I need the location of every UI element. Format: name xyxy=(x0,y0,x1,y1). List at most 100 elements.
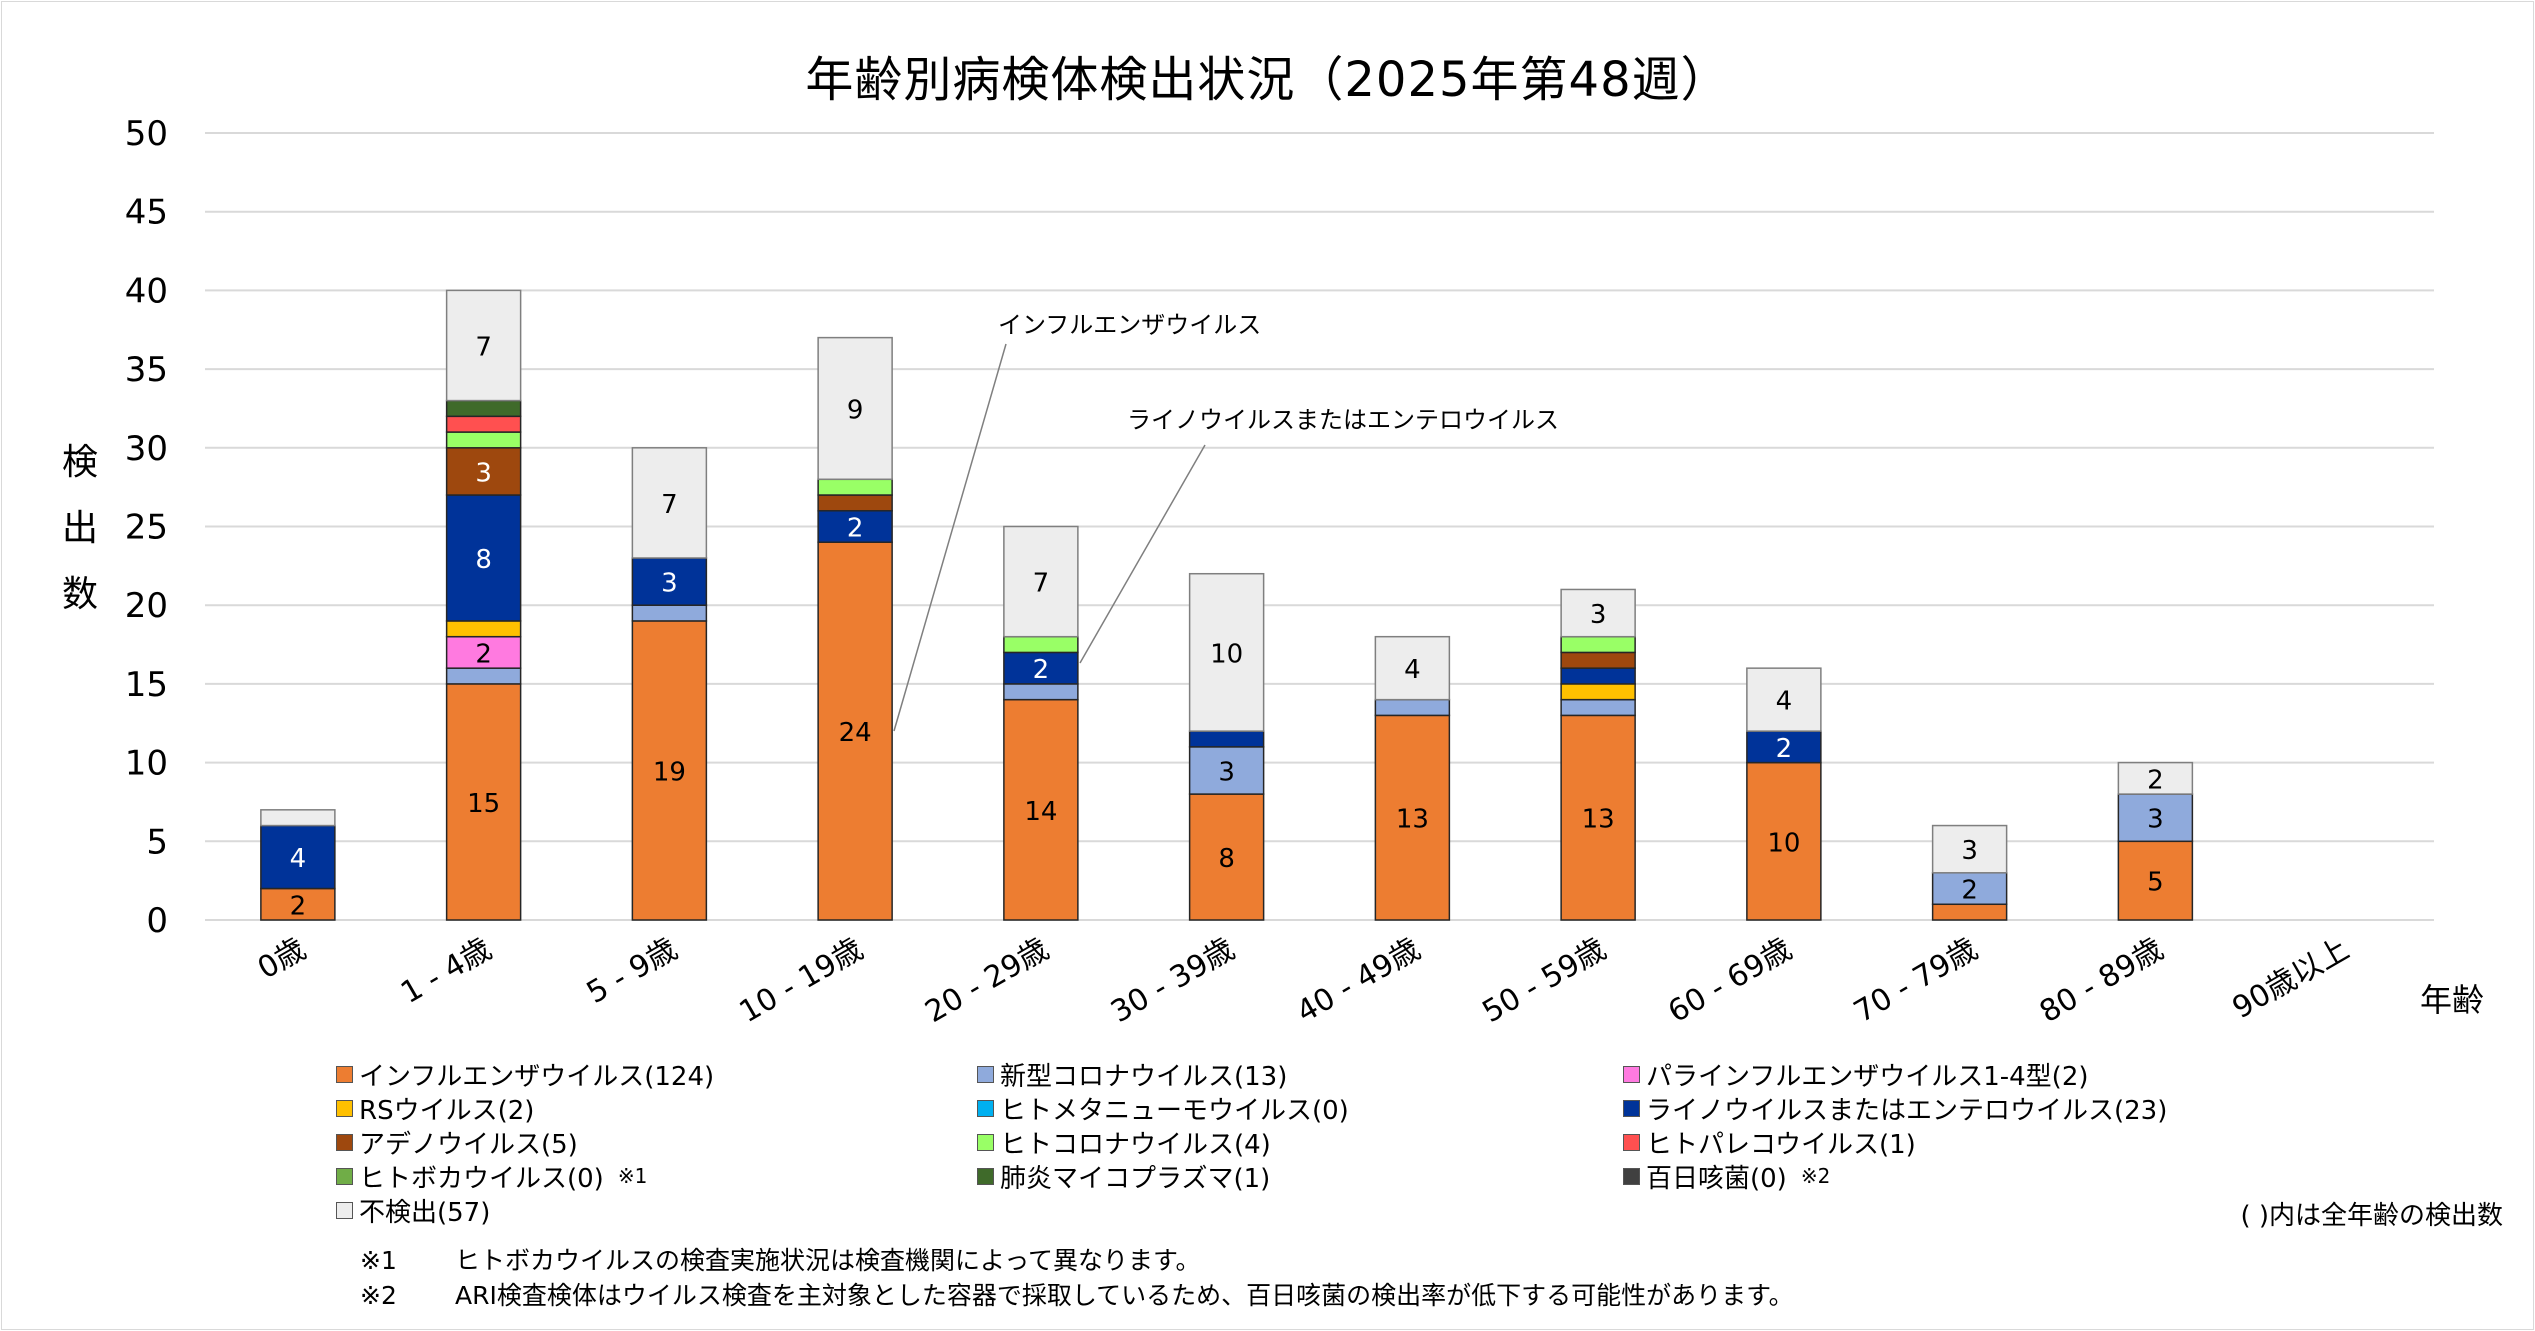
legend-item: アデノウイルス(5) xyxy=(336,1125,578,1160)
x-tick-label: 10 - 19歳 xyxy=(734,932,869,1030)
legend-swatch xyxy=(1623,1099,1640,1117)
x-tick-label: 40 - 49歳 xyxy=(1291,932,1426,1030)
footnote-2: ※2 ARI検査検体はウイルス検査を主対象とした容器で採取しているため、百日咳菌の… xyxy=(360,1278,1794,1313)
data-label: 2 xyxy=(290,891,307,921)
data-label: 7 xyxy=(475,332,492,362)
bar-segment xyxy=(1746,761,1822,921)
data-label: 2 xyxy=(1033,655,1050,685)
bar-segment xyxy=(631,447,708,559)
legend-swatch xyxy=(336,1133,353,1151)
data-label: 14 xyxy=(1024,797,1057,827)
data-label: 8 xyxy=(475,545,492,575)
x-tick-label: 30 - 39歳 xyxy=(1105,932,1240,1030)
legend-label: パラインフルエンザウイルス1-4型(2) xyxy=(1646,1061,2089,1092)
y-axis-label: 検出数 xyxy=(58,430,102,628)
annotation-label: インフルエンザウイルス xyxy=(998,311,1261,339)
legend-label: ライノウイルスまたはエンテロウイルス(23) xyxy=(1646,1095,2168,1126)
bar-segment xyxy=(817,336,893,481)
annotation-leader-line xyxy=(1079,444,1206,664)
legend-item: 新型コロナウイルス(13) xyxy=(977,1057,1287,1092)
legend-item: パラインフルエンザウイルス1-4型(2) xyxy=(1623,1057,2089,1092)
legend-label: RSウイルス(2) xyxy=(359,1095,535,1126)
legend-item: 肺炎マイコプラズマ(1) xyxy=(977,1159,1270,1194)
legend-swatch xyxy=(977,1099,994,1117)
legend-item: インフルエンザウイルス(124) xyxy=(336,1057,715,1092)
data-label: 13 xyxy=(1396,805,1429,835)
legend-label: アデノウイルス(5) xyxy=(359,1129,578,1160)
legend-swatch xyxy=(977,1167,994,1185)
legend-swatch xyxy=(336,1065,353,1083)
x-tick-label: 0歳 xyxy=(252,932,312,987)
bar-segment xyxy=(1746,667,1822,732)
x-tick-label: 70 - 79歳 xyxy=(1848,932,1983,1030)
annotation-label: ライノウイルスまたはエンテロウイルス xyxy=(1127,406,1559,434)
legend-item: ライノウイルスまたはエンテロウイルス(23) xyxy=(1623,1091,2168,1126)
y-axis-label-char: 数 xyxy=(61,574,98,615)
bar-segment xyxy=(445,683,522,921)
data-label: 7 xyxy=(661,490,678,520)
data-label: 9 xyxy=(847,395,864,425)
bar-segment xyxy=(1003,651,1079,685)
bar-segment xyxy=(445,431,522,449)
legend-footnote-mark: ※1 xyxy=(617,1164,648,1188)
annotation-leader-line xyxy=(893,343,1007,732)
bar-segment xyxy=(2117,761,2194,795)
legend-swatch xyxy=(336,1167,353,1185)
y-axis-label-char: 出 xyxy=(61,508,98,549)
x-tick-label: 90歳以上 xyxy=(2227,932,2356,1026)
footnote-mark: ※2 xyxy=(360,1281,397,1310)
x-tick-label: 20 - 29歳 xyxy=(919,932,1054,1030)
legend-item: ヒトメタニューモウイルス(0) xyxy=(977,1091,1349,1126)
data-label: 15 xyxy=(467,789,500,819)
data-label: 4 xyxy=(290,844,307,874)
legend-label: ヒトボカウイルス(0) xyxy=(359,1163,604,1194)
legend-swatch xyxy=(1623,1065,1640,1083)
bar-segment xyxy=(2117,793,2194,843)
x-tick-label: 50 - 59歳 xyxy=(1477,932,1612,1030)
y-axis-label-char: 検 xyxy=(61,442,98,483)
x-tick-label: 80 - 89歳 xyxy=(2034,932,2169,1030)
y-tick-label: 30 xyxy=(125,429,168,469)
bar-segment xyxy=(260,809,336,827)
bar-segment xyxy=(445,415,522,433)
y-tick-label: 15 xyxy=(125,665,168,705)
legend-item: ヒトパレコウイルス(1) xyxy=(1623,1125,1916,1160)
bar-segment xyxy=(1560,683,1636,701)
data-label: 5 xyxy=(2147,868,2164,898)
data-label: 4 xyxy=(1404,655,1421,685)
bar-segment xyxy=(1931,824,2008,874)
data-label: 3 xyxy=(661,569,678,599)
legend-label: ヒトコロナウイルス(4) xyxy=(1000,1129,1271,1160)
y-tick-label: 35 xyxy=(125,350,168,390)
bar-segment xyxy=(445,447,522,496)
bar-segment xyxy=(1560,698,1636,717)
data-label: 13 xyxy=(1582,805,1615,835)
legend-footnote-mark: ※2 xyxy=(1800,1164,1831,1188)
legend-label: ヒトパレコウイルス(1) xyxy=(1646,1129,1916,1160)
bar-segment xyxy=(1560,714,1636,921)
legend-swatch xyxy=(977,1133,994,1151)
bar-segment xyxy=(1746,730,1822,764)
legend-item: 不検出(57) xyxy=(336,1193,490,1228)
bar-segment xyxy=(1003,683,1079,701)
footnotes: ※1 ヒトボカウイルスの検査実施状況は検査機関によって異なります。 ※2 ARI検査… xyxy=(360,1243,1794,1313)
bar-segment xyxy=(1003,635,1079,654)
bar-segment xyxy=(445,494,522,622)
data-label: 24 xyxy=(839,718,872,748)
legend-label: 百日咳菌(0) xyxy=(1646,1163,1787,1194)
legend-item: ヒトコロナウイルス(4) xyxy=(977,1125,1271,1160)
y-tick-label: 5 xyxy=(146,822,168,862)
legend-swatch xyxy=(1623,1167,1640,1185)
data-label: 3 xyxy=(1218,757,1235,787)
bar-segment xyxy=(631,620,708,921)
data-label: 2 xyxy=(1776,734,1793,764)
y-tick-label: 10 xyxy=(125,744,168,784)
legend-label: インフルエンザウイルス(124) xyxy=(359,1061,715,1092)
bar-segment xyxy=(631,557,708,606)
bar-segment xyxy=(1560,651,1636,669)
y-tick-label: 45 xyxy=(125,193,168,233)
bar-segment xyxy=(1374,714,1451,921)
legend-swatch xyxy=(336,1201,353,1219)
data-label: 8 xyxy=(1218,844,1235,874)
